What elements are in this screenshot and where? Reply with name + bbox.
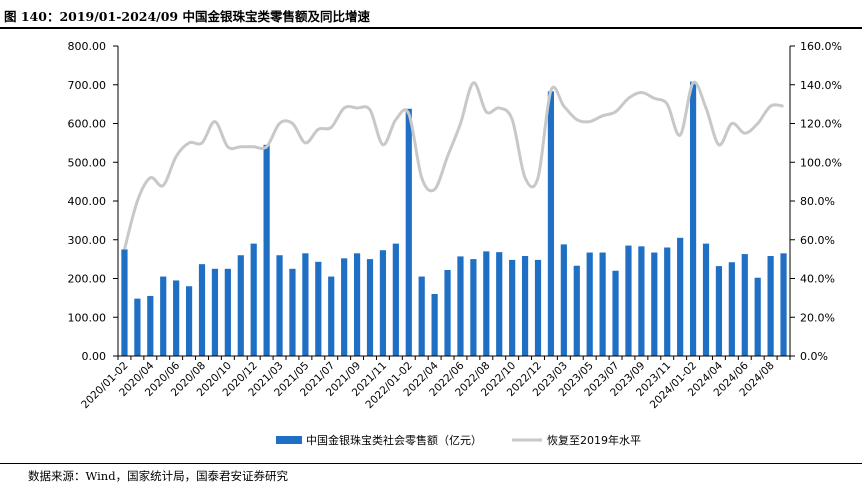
bar [341, 258, 348, 356]
bar [405, 108, 412, 357]
bar [638, 246, 645, 356]
right-tick-label: 100.0% [800, 156, 842, 169]
bar [470, 259, 477, 356]
bar [160, 276, 167, 356]
bar [392, 243, 399, 356]
bar [237, 255, 244, 356]
bar [664, 247, 671, 356]
right-tick-label: 60.0% [800, 234, 835, 247]
left-y-axis: 0.00 100.00 200.00 300.00 400.00 500.00 600.00… [68, 40, 119, 363]
right-tick-label: 20.0% [800, 311, 835, 324]
source-divider [0, 463, 862, 464]
bar [121, 249, 128, 356]
bar [715, 266, 723, 356]
bar [353, 253, 361, 356]
legend-line-label: 恢复至2019年水平 [547, 433, 641, 447]
bar [547, 91, 555, 357]
bar [224, 268, 231, 356]
bar [728, 262, 735, 356]
right-tick-label: 40.0% [800, 273, 835, 286]
bar [276, 255, 283, 356]
legend-bar-swatch [276, 436, 302, 444]
legend-bar-label: 中国金银珠宝类社会零售额（亿元） [306, 433, 482, 447]
right-tick-label: 0.0% [800, 350, 828, 363]
bar [573, 265, 580, 356]
bar [483, 251, 490, 356]
bar [418, 276, 425, 356]
figure-title: 图 140：2019/01-2024/09 中国金银珠宝类零售额及同比增速 [4, 9, 370, 24]
left-tick-label: 200.00 [68, 273, 107, 286]
left-tick-label: 800.00 [68, 40, 107, 53]
right-tick-label: 80.0% [800, 195, 835, 208]
bar [625, 245, 632, 356]
bar [289, 268, 296, 356]
bar [185, 286, 193, 356]
legend: 中国金银珠宝类社会零售额（亿元） 恢复至2019年水平 [276, 433, 641, 447]
bar [651, 252, 658, 356]
left-tick-label: 400.00 [68, 195, 107, 208]
bar [521, 256, 529, 356]
bar [560, 244, 567, 356]
left-tick-label: 100.00 [68, 311, 107, 324]
line-series [123, 80, 784, 250]
bar [780, 253, 787, 356]
bar [534, 259, 542, 356]
bar [677, 237, 684, 356]
bar [457, 256, 464, 356]
left-tick-label: 0.00 [82, 350, 107, 363]
bar [444, 269, 451, 356]
bar [767, 256, 774, 356]
bar [741, 254, 748, 356]
left-tick-label: 600.00 [68, 118, 107, 131]
right-tick-label: 120.0% [800, 118, 842, 131]
bar [134, 298, 141, 356]
bar [431, 294, 438, 356]
bar [315, 261, 322, 356]
bar [302, 253, 309, 356]
left-tick-label: 300.00 [68, 234, 107, 247]
right-tick-label: 160.0% [800, 40, 842, 53]
data-source: 数据来源：Wind，国家统计局，国泰君安证券研究 [28, 469, 289, 483]
bar [250, 243, 257, 356]
bar [702, 243, 710, 356]
bar [599, 252, 606, 356]
bar [379, 250, 387, 356]
recovery-line [123, 80, 784, 250]
bar [211, 268, 219, 356]
retail-sales-chart: 0.00 100.00 200.00 300.00 400.00 500.00 600.00… [68, 40, 842, 447]
bar [263, 144, 270, 356]
bar [586, 252, 593, 356]
bar [366, 259, 374, 356]
x-axis: 2020/01-022020/042020/062020/082020/1020… [79, 355, 791, 411]
right-tick-label: 140.0% [800, 79, 842, 92]
bar [147, 295, 154, 356]
bar [754, 277, 761, 356]
left-tick-label: 700.00 [68, 79, 107, 92]
bar-series [121, 81, 787, 357]
bar [509, 259, 516, 356]
bar [496, 252, 503, 356]
bar [328, 276, 335, 356]
bar [612, 270, 619, 356]
title-divider [0, 27, 862, 29]
bar [173, 280, 180, 356]
bar [198, 264, 206, 356]
left-tick-label: 500.00 [68, 156, 107, 169]
bar [689, 81, 697, 357]
right-y-axis: 0.0% 20.0% 40.0% 60.0% 80.0% 100.0% 120.0% 140.… [789, 40, 842, 363]
